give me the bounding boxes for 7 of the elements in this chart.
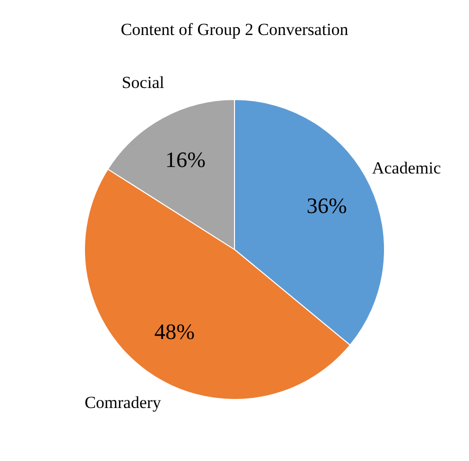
slice-label: Social — [122, 73, 164, 92]
slice-label: Comradery — [84, 393, 162, 412]
data-label: 16% — [165, 147, 206, 172]
data-label: 36% — [306, 193, 347, 218]
slice-label: Academic — [372, 158, 442, 178]
data-label: 48% — [154, 319, 195, 344]
chart-title: Content of Group 2 Conversation — [120, 20, 349, 39]
